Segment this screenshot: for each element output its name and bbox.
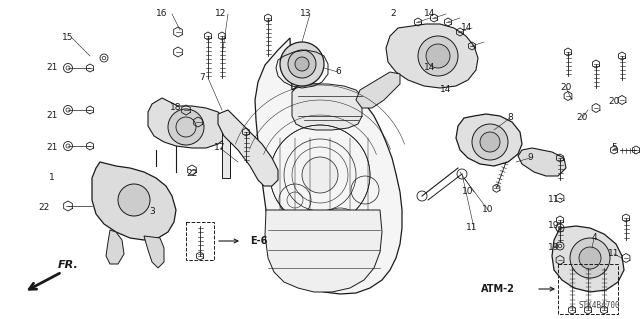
Text: 10: 10 — [483, 205, 493, 214]
Text: 15: 15 — [62, 33, 74, 42]
Polygon shape — [255, 38, 402, 294]
Circle shape — [480, 132, 500, 152]
Text: 1: 1 — [49, 174, 55, 182]
Text: 21: 21 — [46, 63, 58, 72]
Circle shape — [579, 247, 601, 269]
Polygon shape — [386, 24, 478, 88]
Text: 20: 20 — [560, 84, 572, 93]
Text: FR.: FR. — [58, 260, 79, 270]
Polygon shape — [222, 126, 230, 178]
Text: 6: 6 — [335, 68, 341, 77]
Polygon shape — [144, 236, 164, 268]
Text: 2: 2 — [390, 10, 396, 19]
Text: 14: 14 — [440, 85, 452, 94]
Text: 8: 8 — [507, 114, 513, 122]
Text: 7: 7 — [199, 73, 205, 83]
Text: 11: 11 — [467, 224, 477, 233]
Polygon shape — [518, 148, 566, 176]
Circle shape — [280, 42, 324, 86]
Text: 4: 4 — [591, 234, 597, 242]
Bar — [558, 264, 618, 314]
Circle shape — [472, 124, 508, 160]
Text: E-6: E-6 — [250, 236, 268, 246]
Circle shape — [168, 109, 204, 145]
Text: 9: 9 — [527, 153, 533, 162]
Circle shape — [418, 36, 458, 76]
Text: 13: 13 — [300, 10, 312, 19]
Text: 20: 20 — [608, 98, 620, 107]
Text: 11: 11 — [608, 249, 620, 258]
Text: 17: 17 — [214, 144, 226, 152]
Text: 5: 5 — [611, 144, 617, 152]
Circle shape — [302, 157, 338, 193]
Circle shape — [295, 57, 309, 71]
Circle shape — [288, 50, 316, 78]
Bar — [186, 222, 214, 260]
Polygon shape — [265, 210, 382, 292]
Text: 14: 14 — [424, 63, 436, 72]
Polygon shape — [92, 162, 176, 240]
Text: 22: 22 — [38, 204, 50, 212]
Text: 20: 20 — [576, 114, 588, 122]
Text: 16: 16 — [156, 10, 168, 19]
Text: STK4B4700: STK4B4700 — [579, 301, 620, 310]
Text: 14: 14 — [461, 24, 473, 33]
Text: 12: 12 — [215, 10, 227, 19]
Polygon shape — [456, 114, 522, 166]
Text: 19: 19 — [548, 243, 560, 253]
Polygon shape — [356, 72, 400, 108]
Circle shape — [426, 44, 450, 68]
Text: 10: 10 — [462, 188, 474, 197]
Circle shape — [118, 184, 150, 216]
Circle shape — [570, 238, 610, 278]
Polygon shape — [552, 226, 624, 292]
Text: 14: 14 — [424, 10, 436, 19]
Polygon shape — [292, 84, 362, 130]
Text: ATM-2: ATM-2 — [481, 284, 515, 294]
Text: 11: 11 — [548, 196, 560, 204]
Text: 21: 21 — [46, 112, 58, 121]
Polygon shape — [148, 98, 228, 148]
Text: 22: 22 — [186, 169, 198, 179]
Text: 21: 21 — [46, 144, 58, 152]
Text: 18: 18 — [170, 103, 182, 113]
Text: 19: 19 — [548, 221, 560, 231]
Text: 3: 3 — [149, 207, 155, 217]
Polygon shape — [218, 110, 278, 186]
Polygon shape — [106, 230, 124, 264]
